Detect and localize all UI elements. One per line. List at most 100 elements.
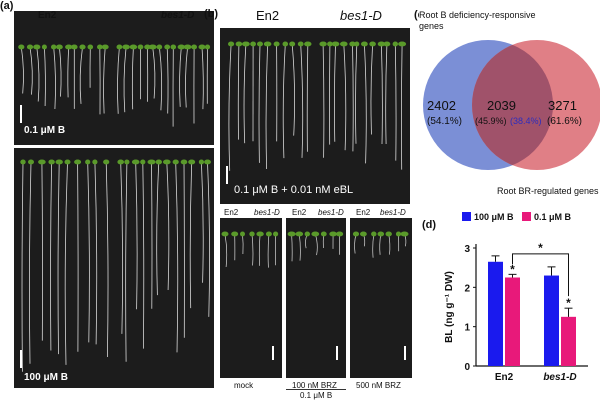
root [267,233,270,268]
root [59,46,62,97]
venn-only-a-pct: (54.1%) [427,116,463,127]
leaf [198,44,206,50]
root [120,161,124,334]
root [20,46,24,94]
root [41,161,43,341]
root [372,233,375,258]
leaf [131,159,140,165]
venn-set-b-label: Root BR-regulated genes [497,186,599,196]
leaf [87,44,94,50]
leaf [144,44,151,50]
leaf [398,41,407,47]
leaf [129,44,138,50]
leaf [383,41,391,47]
root [175,161,179,353]
leaf [170,44,177,50]
leaf [361,41,368,47]
root [401,43,403,170]
leaf [38,159,46,165]
leaf [124,159,130,165]
leaf [331,41,340,47]
scale-bar [404,346,406,360]
panel-a-bottom-plate: 100 μM B [14,148,214,388]
root [201,46,204,110]
panel-b-top-plate: 0.1 μM B + 0.01 nM eBL [220,28,410,204]
leaf [395,231,402,237]
root [87,161,90,343]
scale-bar [272,346,274,360]
leaf [18,44,25,50]
root [29,46,33,95]
panel-a-letter: (a) [0,0,14,12]
scale-bar [336,346,338,360]
root [352,43,354,152]
root [135,161,138,310]
root [385,43,388,145]
significance-mark: * [566,296,571,310]
root [123,46,127,113]
venn-set-a-label: Root B deficiency-responsive genes [419,10,539,32]
subplate-treatment: 500 nM BRZ [356,381,401,390]
panel-a-bottom-seedlings [20,159,211,372]
scale-bar [20,105,22,123]
root [394,43,397,161]
root [388,233,391,255]
bracket-line [286,389,346,390]
leaf [273,231,279,237]
x-tick-label: En2 [495,372,514,383]
legend-label: 100 μM B [474,212,514,222]
root [237,43,240,140]
leaf [204,159,211,165]
root [258,233,261,266]
leaf [385,231,392,237]
bar-chart: 100 μM B 0.1 μM B 0 1 2 3 BL (ng g⁻¹ DW) En2 be… [444,212,588,383]
root [185,46,188,108]
panel-d-letter: (d) [422,219,437,231]
root [224,233,228,268]
root [36,46,40,102]
root [94,161,98,345]
root [242,233,244,255]
leaf [191,44,198,50]
leaf [235,41,243,47]
panel-a-top-seedlings [18,44,211,127]
leaf [172,159,179,165]
leaf [64,159,71,165]
leaf [295,231,304,237]
venn-diagram [423,40,600,170]
leaf [137,44,144,50]
root [364,43,367,164]
leaf [320,231,327,237]
root [354,233,357,254]
root [243,43,247,144]
leaf [287,231,296,237]
panel-b-letter: (b) [204,8,219,20]
root [44,46,46,107]
leaf [156,44,163,50]
leaf [349,41,356,47]
leaf [26,44,34,50]
root [21,161,24,372]
venn-only-a-count: 2402 [427,98,456,113]
leaf [147,159,156,165]
leaf [198,159,204,165]
y-tick-label: 1 [464,323,470,334]
leaf [327,41,333,47]
y-tick-label: 0 [464,362,470,373]
subplate-image [286,218,346,378]
leaf [56,44,63,50]
leaf [265,231,272,237]
leaf [371,231,377,237]
leaf [249,231,255,237]
leaf [85,159,91,165]
leaf [228,41,235,47]
panel-a-condition-top: 0.1 μM B [24,125,66,136]
subplate-treatment: mock [234,381,254,390]
root [103,46,106,114]
y-tick-label: 3 [464,244,470,255]
root [79,46,83,104]
leaf [273,41,280,47]
root [57,161,60,355]
leaf [140,159,146,165]
root [228,43,232,171]
